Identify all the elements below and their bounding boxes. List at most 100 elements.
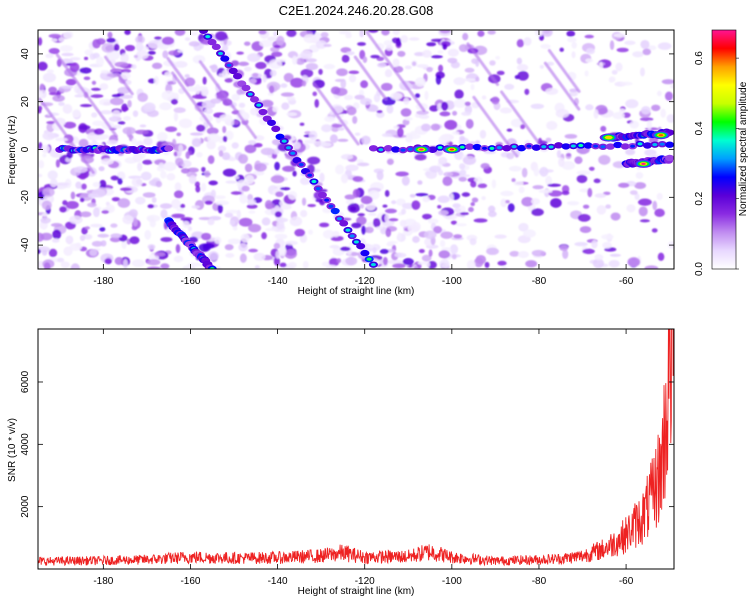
heatmap-cell <box>187 226 192 232</box>
heatmap-cell <box>197 86 208 91</box>
heatmap-cell <box>201 166 206 173</box>
heatmap-cell <box>91 80 97 85</box>
heatmap-cell <box>55 182 70 186</box>
heatmap-cell <box>500 190 514 197</box>
heatmap-cell <box>341 54 350 63</box>
heatmap-feature-core <box>459 145 465 149</box>
heatmap-cell <box>437 204 442 209</box>
heatmap-feature-cell <box>583 142 593 149</box>
heatmap-cell <box>346 106 357 116</box>
heatmap-cell <box>225 252 235 258</box>
heatmap-cell <box>292 55 298 65</box>
heatmap-cell <box>521 167 528 178</box>
heatmap-cell <box>99 110 113 115</box>
heatmap-cell <box>108 116 122 122</box>
heatmap-cell <box>511 178 516 183</box>
heatmap-cell <box>322 229 335 239</box>
heatmap-feature-cell <box>211 43 221 51</box>
heatmap-cell <box>173 255 184 263</box>
heatmap-peak <box>658 134 664 137</box>
heatmap-cell <box>323 63 336 70</box>
heatmap-cell <box>382 256 388 266</box>
heatmap-cell <box>657 252 665 261</box>
snr-plot-area <box>38 329 674 569</box>
heatmap-cell <box>439 111 451 117</box>
heatmap-feature-core <box>659 142 665 146</box>
heatmap-cell <box>134 129 149 135</box>
colorbar-tick-label: 0.6 <box>694 51 705 65</box>
heatmap-cell <box>660 108 666 118</box>
heatmap-cell <box>651 228 658 233</box>
snr-x-tick-label: -80 <box>532 576 547 587</box>
heatmap-cell <box>274 161 280 171</box>
heatmap-feature-core <box>205 35 211 39</box>
heatmap-cell <box>61 52 74 57</box>
heatmap-cell <box>397 50 406 57</box>
heatmap-cell <box>55 53 118 138</box>
heatmap-cell <box>46 69 54 74</box>
heatmap-cell <box>300 209 308 218</box>
heatmap-cell <box>479 129 487 139</box>
heatmap-cell <box>508 165 522 172</box>
heatmap-cell <box>495 55 501 60</box>
heatmap-cell <box>487 30 496 35</box>
heatmap-cell <box>488 205 496 213</box>
heatmap-cell <box>438 156 448 165</box>
heatmap-cell <box>284 248 297 259</box>
heatmap-panel: -180 -160 -140 -120 -100 -80 -60 -40 -20 0 20 40 H… <box>7 29 675 297</box>
heatmap-cell <box>135 35 145 44</box>
heatmap-cell <box>453 98 467 108</box>
heatmap-cell <box>507 203 515 213</box>
heatmap-cell <box>173 190 184 199</box>
snr-x-tick-label: -60 <box>619 576 634 587</box>
heatmap-cell <box>273 256 280 266</box>
heatmap-cell <box>200 232 212 241</box>
heatmap-cell <box>147 39 161 49</box>
heatmap-cell <box>48 47 60 55</box>
heatmap-cell <box>102 207 112 211</box>
heatmap-cell <box>117 178 123 185</box>
heatmap-cell <box>42 249 48 256</box>
heatmap-cell <box>632 51 644 58</box>
heatmap-cell <box>305 62 319 71</box>
heatmap-cell <box>252 72 259 78</box>
heatmap-cell <box>154 36 162 40</box>
heatmap-cell <box>69 62 80 73</box>
heatmap-cell <box>368 212 377 216</box>
heatmap-cell <box>408 37 420 41</box>
heatmap-cell <box>541 30 553 37</box>
heatmap-cell <box>92 120 105 127</box>
heatmap-cell <box>99 179 107 189</box>
colorbar-tick-label: 0.0 <box>694 262 705 276</box>
heatmap-feature-core <box>324 198 330 202</box>
heatmap-feature-core <box>482 146 488 150</box>
heatmap-peak <box>641 162 646 165</box>
heatmap-cell <box>438 135 451 144</box>
heatmap-cell <box>132 110 139 118</box>
heatmap-cell <box>340 154 354 160</box>
heatmap-cell <box>637 198 652 206</box>
heatmap-cell <box>275 191 284 198</box>
heatmap-feature-core <box>226 63 232 67</box>
heatmap-cell <box>238 102 246 108</box>
heatmap-cell <box>190 132 204 136</box>
heatmap-cell <box>178 144 184 153</box>
heatmap-cell <box>208 180 218 186</box>
heatmap-cell <box>506 128 513 132</box>
heatmap-cell <box>170 98 178 105</box>
heatmap-cell <box>143 137 153 146</box>
heatmap-cell <box>253 252 266 261</box>
heatmap-x-tick-label: -160 <box>180 276 200 287</box>
heatmap-cell <box>574 156 583 164</box>
heatmap-cell <box>387 240 398 245</box>
heatmap-feature-core <box>290 151 296 155</box>
heatmap-cell <box>140 171 152 181</box>
heatmap-cell <box>184 74 190 78</box>
heatmap-feature-core <box>578 143 584 148</box>
heatmap-cell <box>60 261 70 268</box>
heatmap-cell <box>391 200 397 205</box>
heatmap-cell <box>38 97 95 175</box>
heatmap-cell <box>380 82 393 91</box>
heatmap-cell <box>104 258 112 265</box>
